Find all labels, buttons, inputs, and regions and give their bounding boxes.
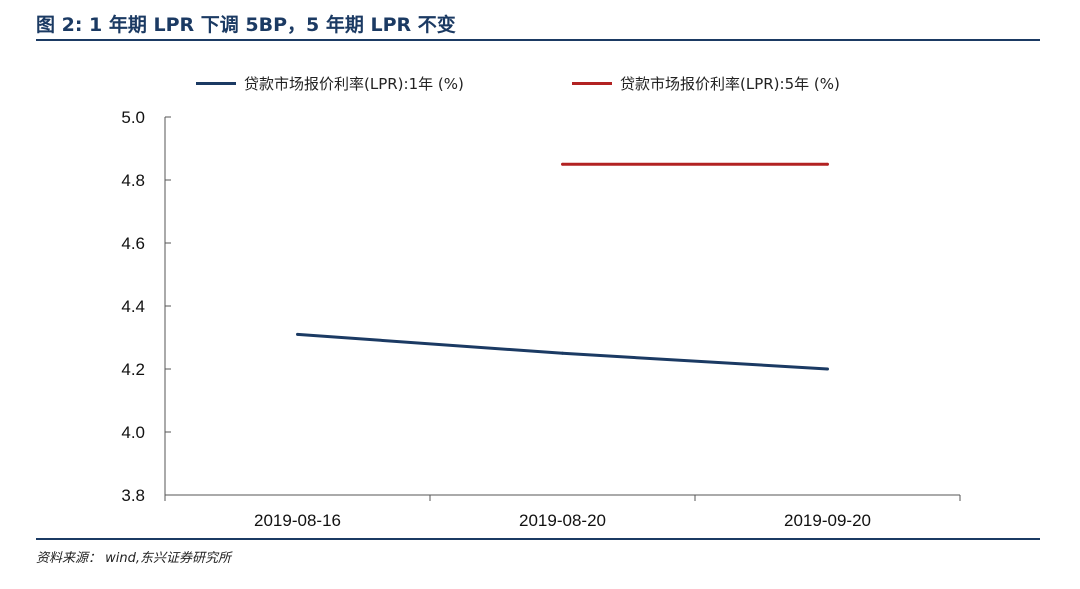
figure-title: 图 2: 1 年期 LPR 下调 5BP，5 年期 LPR 不变: [36, 14, 456, 36]
x-tick-label: 2019-09-20: [784, 511, 871, 530]
legend-item-5y: 贷款市场报价利率(LPR):5年 (%): [572, 73, 840, 94]
legend-swatch-5y: [572, 82, 612, 85]
series-line-1y: [297, 332, 828, 371]
data-point-1y: [296, 332, 299, 336]
bottom-divider: [36, 538, 1040, 540]
legend-item-1y: 贷款市场报价利率(LPR):1年 (%): [196, 73, 464, 94]
data-point-5y: [561, 162, 564, 166]
data-point-5y: [826, 162, 829, 166]
x-tick-label: 2019-08-20: [519, 511, 606, 530]
legend-label-1y: 贷款市场报价利率(LPR):1年 (%): [244, 75, 464, 93]
x-tick-label: 2019-08-16: [254, 511, 341, 530]
legend-swatch-1y: [196, 82, 236, 85]
y-tick-label: 3.8: [121, 486, 145, 505]
data-point-1y: [561, 351, 564, 355]
y-tick-label: 4.2: [121, 360, 145, 379]
data-point-1y: [826, 367, 829, 371]
y-tick-label: 4.0: [121, 423, 145, 442]
y-tick-label: 4.4: [121, 297, 145, 316]
y-tick-label: 5.0: [121, 108, 145, 127]
chart-legend: 贷款市场报价利率(LPR):1年 (%) 贷款市场报价利率(LPR):5年 (%…: [0, 73, 1080, 99]
top-divider: [36, 39, 1040, 41]
source-note: 资料来源： wind,东兴证券研究所: [36, 551, 232, 566]
y-tick-label: 4.8: [121, 171, 145, 190]
legend-label-5y: 贷款市场报价利率(LPR):5年 (%): [620, 75, 840, 93]
y-tick-label: 4.6: [121, 234, 145, 253]
